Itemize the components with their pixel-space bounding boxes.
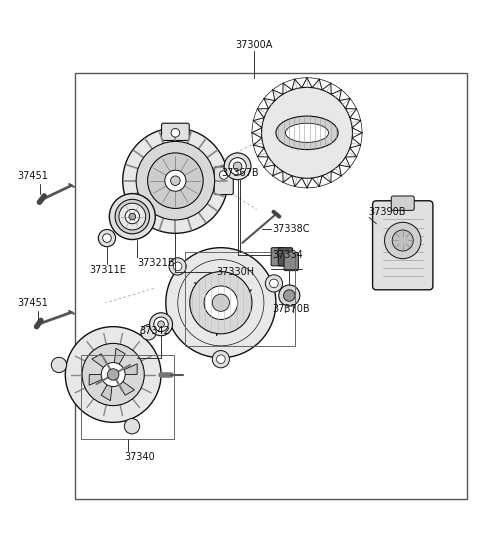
Circle shape <box>154 317 168 332</box>
Circle shape <box>190 272 252 334</box>
Text: 37340: 37340 <box>124 452 155 462</box>
Circle shape <box>216 355 225 363</box>
Polygon shape <box>194 283 221 302</box>
Circle shape <box>169 258 186 275</box>
Polygon shape <box>221 290 252 302</box>
Circle shape <box>171 128 180 137</box>
Text: 37451: 37451 <box>17 170 48 181</box>
Circle shape <box>212 294 229 311</box>
Circle shape <box>384 222 421 259</box>
Text: 37370B: 37370B <box>273 304 310 313</box>
FancyBboxPatch shape <box>161 123 189 140</box>
Circle shape <box>51 357 67 373</box>
Polygon shape <box>113 374 134 395</box>
Circle shape <box>103 234 111 242</box>
Circle shape <box>150 313 172 336</box>
Circle shape <box>170 176 180 185</box>
Text: 37338C: 37338C <box>273 224 310 233</box>
Circle shape <box>82 344 144 406</box>
Text: 37390B: 37390B <box>368 207 406 216</box>
FancyBboxPatch shape <box>214 167 233 195</box>
Text: 37300A: 37300A <box>236 40 273 50</box>
Circle shape <box>108 369 119 380</box>
Circle shape <box>136 141 215 220</box>
Circle shape <box>279 285 300 306</box>
Bar <box>185 253 295 346</box>
Polygon shape <box>214 302 221 336</box>
Circle shape <box>212 351 229 368</box>
Circle shape <box>284 290 295 301</box>
Text: 37367B: 37367B <box>221 168 259 178</box>
Ellipse shape <box>276 116 338 150</box>
Circle shape <box>125 209 140 224</box>
Text: 37334: 37334 <box>273 250 303 260</box>
Circle shape <box>109 193 156 239</box>
Circle shape <box>229 158 246 175</box>
FancyBboxPatch shape <box>271 248 286 266</box>
Circle shape <box>98 230 116 247</box>
Circle shape <box>124 419 140 434</box>
Circle shape <box>204 286 238 319</box>
Circle shape <box>233 162 242 170</box>
Circle shape <box>165 170 186 191</box>
FancyBboxPatch shape <box>372 201 433 290</box>
Text: 37330H: 37330H <box>216 267 255 277</box>
Circle shape <box>148 153 203 208</box>
Circle shape <box>392 230 413 251</box>
FancyBboxPatch shape <box>278 248 293 266</box>
Polygon shape <box>89 374 113 385</box>
Circle shape <box>270 279 278 288</box>
Circle shape <box>115 199 150 234</box>
Polygon shape <box>101 374 113 401</box>
Ellipse shape <box>286 123 328 142</box>
Circle shape <box>141 324 156 340</box>
Circle shape <box>219 170 228 179</box>
Circle shape <box>123 128 228 233</box>
FancyBboxPatch shape <box>391 196 414 210</box>
Circle shape <box>157 321 164 328</box>
Circle shape <box>101 363 125 386</box>
Polygon shape <box>113 364 137 374</box>
Polygon shape <box>113 349 125 374</box>
FancyBboxPatch shape <box>284 253 299 271</box>
Bar <box>75 73 468 499</box>
Polygon shape <box>92 354 113 374</box>
Text: 37321B: 37321B <box>137 258 175 268</box>
Circle shape <box>265 275 283 292</box>
Circle shape <box>119 203 146 230</box>
Circle shape <box>129 213 136 220</box>
Circle shape <box>173 262 182 271</box>
Circle shape <box>166 248 276 358</box>
Circle shape <box>224 153 251 180</box>
Bar <box>81 355 174 439</box>
Circle shape <box>65 327 161 423</box>
Text: 37311E: 37311E <box>89 265 126 275</box>
Text: 37451: 37451 <box>17 298 48 307</box>
Text: 37342: 37342 <box>140 326 170 336</box>
Circle shape <box>262 87 352 178</box>
